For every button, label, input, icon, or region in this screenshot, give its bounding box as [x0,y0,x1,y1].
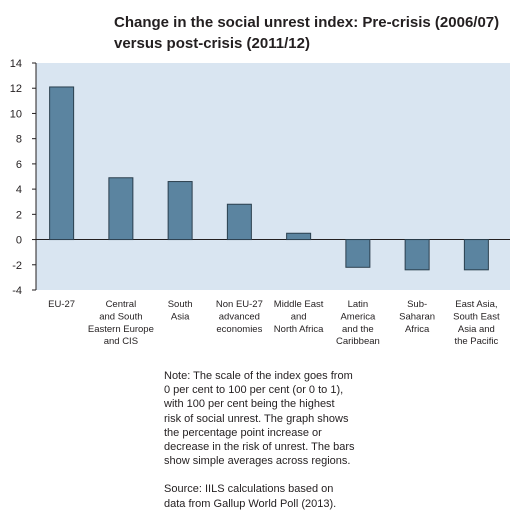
y-tick-label: 4 [16,184,22,196]
x-category-label-line: Eastern Europe [88,324,154,335]
x-category-label-line: South East [453,311,500,322]
bar [167,181,193,241]
y-tick-label: 8 [16,134,22,146]
x-category-label: Non EU-27 advanced economies [216,299,263,335]
x-category-label-line: Central [106,299,137,310]
bar [463,239,489,271]
x-category-label-line: and CIS [104,336,138,347]
x-category-label-line: Asia [171,311,190,322]
bar [226,203,252,241]
x-category-label-line: Africa [405,324,430,335]
bar [286,232,312,241]
x-category-label: Sub-Saharan Africa [399,299,435,335]
x-category-label-line: Caribbean [336,336,380,347]
y-tick-label: 2 [16,209,22,221]
x-category-label-line: Non EU-27 [216,299,263,310]
x-category-label-line: Saharan [399,311,435,322]
bar [108,177,134,241]
y-tick-label: 12 [10,83,22,95]
chart-title-line-1: Change in the social unrest index: Pre-c… [114,14,500,31]
chart-note: Note: The scale of the index goes from 0… [164,370,355,468]
bar [49,86,75,241]
y-tick-label: 0 [16,235,22,247]
y-tick-label: -2 [12,260,22,272]
chart-title: Change in the social unrest index: Pre-c… [114,12,514,54]
x-category-label: South Asia [168,299,193,322]
x-category-label-line: advanced [219,311,260,322]
x-category-label-line: and the [342,324,374,335]
x-category-label-line: Middle East [274,299,324,310]
x-category-label: Latin America and the Caribbean [336,299,380,347]
x-category-label-line: North Africa [274,324,324,335]
chart-title-line-2: versus post-crisis (2011/12) [114,35,310,52]
x-category-label: East Asia, South East Asia and the Pacific [453,299,500,347]
x-category-label: Central and South Eastern Europe and CIS [88,299,154,347]
x-category-label-line: South [168,299,193,310]
x-category-label-line: EU-27 [48,299,75,310]
x-category-label-line: the Pacific [454,336,498,347]
chart-note-block: Note: The scale of the index goes from 0… [164,369,384,525]
x-category-label-line: East Asia, [455,299,497,310]
bar [345,239,371,268]
y-tick-label: 10 [10,108,22,120]
y-tick-label: 14 [10,58,22,70]
y-tick-label: 6 [16,159,22,171]
bar [404,239,430,271]
x-category-label-line: Latin [348,299,369,310]
plot-background [36,63,510,290]
chart-source: Source: IILS calculations based on data … [164,483,337,510]
x-category-label-line: and South [99,311,142,322]
x-category-label-line: Sub- [407,299,427,310]
x-category-label: EU-27 [48,299,75,310]
x-category-label-line: economies [216,324,262,335]
y-tick-label: -4 [12,285,22,297]
x-category-label-line: and [291,311,307,322]
x-category-label: Middle East and North Africa [274,299,324,335]
x-category-label-line: Asia and [458,324,495,335]
x-category-label-line: America [340,311,376,322]
